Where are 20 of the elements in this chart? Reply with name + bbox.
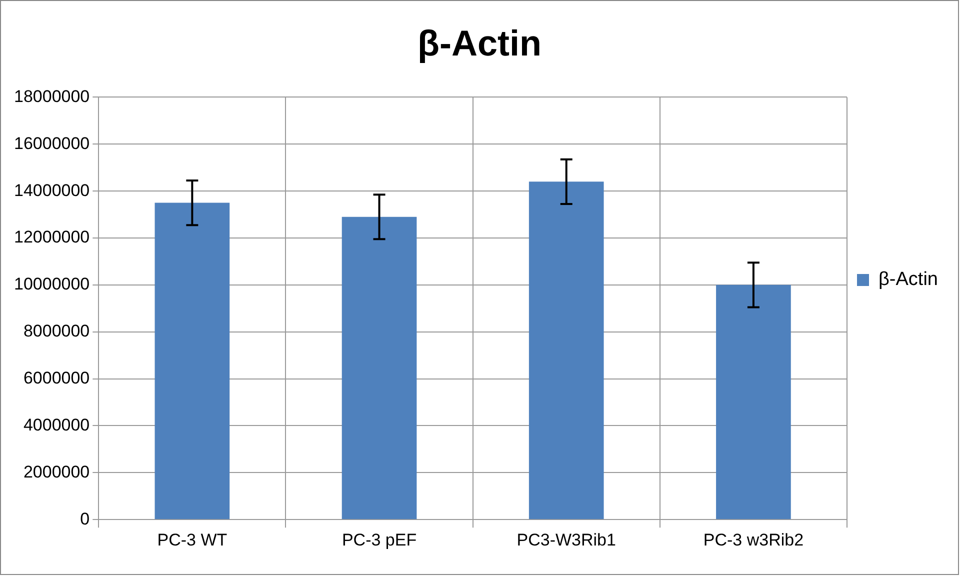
y-tick-label: 2000000 [23, 462, 90, 482]
legend-label: β-Actin [878, 269, 938, 290]
x-tick-label: PC3-W3Rib1 [516, 530, 616, 550]
x-tick-label: PC-3 pEF [342, 530, 417, 550]
y-tick-label: 8000000 [23, 322, 90, 341]
y-tick-label: 10000000 [14, 274, 90, 294]
x-tick-label: PC-3 WT [157, 530, 228, 550]
y-tick-label: 16000000 [14, 134, 90, 153]
y-tick-label: 6000000 [23, 368, 90, 388]
chart-title: β-Actin [418, 22, 542, 64]
bar [528, 182, 604, 520]
y-tick-label: 4000000 [23, 415, 90, 434]
x-tick-label: PC-3 w3Rib2 [703, 530, 804, 550]
y-tick-label: 18000000 [14, 86, 90, 106]
y-tick-label: 12000000 [14, 228, 90, 247]
y-tick-label: 0 [80, 509, 90, 528]
bar [716, 284, 791, 520]
bar [342, 216, 417, 520]
bar [154, 202, 230, 520]
y-tick-label: 14000000 [14, 180, 90, 200]
